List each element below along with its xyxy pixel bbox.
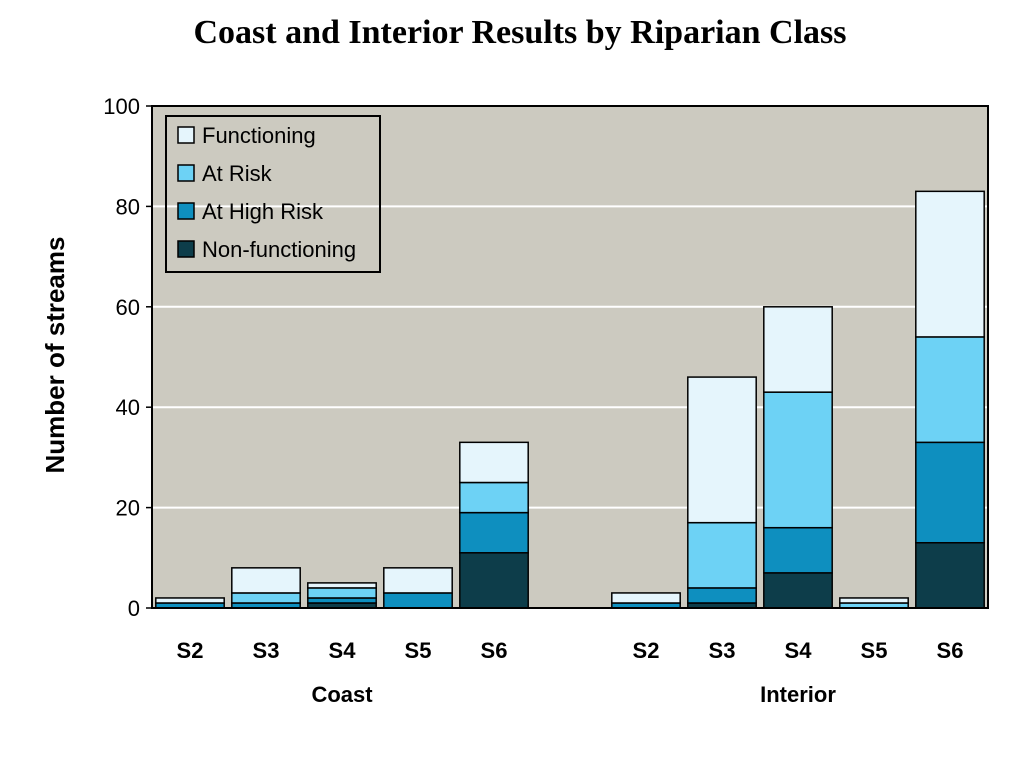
legend-box [165, 115, 381, 273]
bar-segment [839, 597, 909, 604]
x-tick-label: S6 [937, 638, 964, 663]
legend-label: At High Risk [202, 199, 324, 224]
legend-label: At Risk [202, 161, 273, 186]
bar-segment [763, 572, 833, 609]
x-tick-label: S5 [405, 638, 432, 663]
x-tick-label: S4 [329, 638, 357, 663]
group-label: Coast [311, 682, 373, 707]
legend-swatch [177, 240, 195, 258]
legend-swatch [177, 126, 195, 144]
bar-segment [459, 481, 529, 514]
bar-segment [459, 441, 529, 484]
bar-segment [307, 587, 377, 599]
bar-segment [687, 521, 757, 589]
bar-segment [307, 597, 377, 604]
x-tick-label: S6 [481, 638, 508, 663]
bar-segment [383, 592, 453, 609]
group-label: Interior [760, 682, 836, 707]
x-tick-label: S2 [633, 638, 660, 663]
plot-background [152, 106, 988, 608]
legend-swatch [177, 202, 195, 220]
x-tick-label: S3 [709, 638, 736, 663]
y-tick-label: 20 [116, 496, 140, 521]
x-tick-label: S3 [253, 638, 280, 663]
x-tick-label: S2 [177, 638, 204, 663]
plot-area: 0 20 40 60 80 100 S2 S3 S4 S5 S6 S2 S3 S4 S5 S6 Coast Int… [103, 94, 989, 707]
legend: Functioning At Risk At High Risk Non-functi… [165, 115, 381, 273]
bar-segment [231, 592, 301, 604]
bar-segment [763, 526, 833, 574]
y-tick-label: 0 [128, 596, 140, 621]
bar-segment [307, 582, 377, 589]
bar-segment [763, 306, 833, 393]
legend-label: Functioning [202, 123, 316, 148]
bar-segment [687, 376, 757, 524]
bar-segment [687, 587, 757, 604]
bar-segment [459, 511, 529, 554]
bar-segment [459, 552, 529, 609]
bar-segment [915, 336, 985, 444]
x-tick-label: S4 [785, 638, 813, 663]
bar-segment [915, 441, 985, 544]
bar-segment [915, 190, 985, 338]
y-tick-label: 40 [116, 395, 140, 420]
legend-label: Non-functioning [202, 237, 356, 262]
y-axis-label: Number of streams [40, 237, 70, 474]
chart-title: Coast and Interior Results by Riparian C… [193, 14, 846, 51]
y-tick-label: 60 [116, 295, 140, 320]
bar-segment [915, 541, 985, 609]
y-tick-label: 80 [116, 194, 140, 219]
bar-segment [383, 567, 453, 594]
legend-swatch [177, 164, 195, 182]
bar-segment [763, 391, 833, 529]
bar-segment [611, 592, 681, 604]
y-tick-label: 100 [103, 94, 140, 119]
bar-segment [155, 597, 225, 604]
bar-segment [231, 567, 301, 594]
x-tick-label: S5 [861, 638, 888, 663]
plot-border [151, 105, 989, 609]
